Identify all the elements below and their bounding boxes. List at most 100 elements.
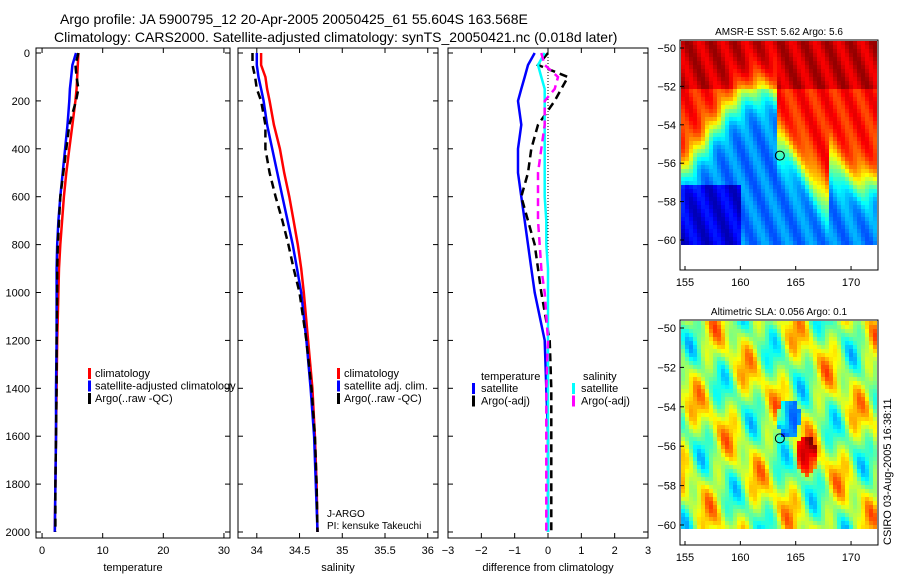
map-cell — [745, 397, 749, 401]
map-cell — [821, 321, 825, 325]
map-cell — [857, 205, 861, 209]
map-cell — [785, 137, 789, 141]
map-cell — [857, 449, 861, 453]
map-cell — [797, 145, 801, 149]
map-cell — [793, 101, 797, 105]
map-cell — [817, 217, 821, 221]
map-cell — [729, 69, 733, 73]
legend-swatch — [88, 380, 91, 392]
map-cell — [861, 49, 865, 53]
map-cell — [841, 481, 845, 485]
map-cell — [753, 125, 757, 129]
map-cell — [761, 353, 765, 357]
map-cell — [813, 161, 817, 165]
map-cell — [817, 57, 821, 61]
map-cell — [681, 117, 685, 121]
map-cell — [833, 353, 837, 357]
map-cell — [733, 125, 737, 129]
map-cell — [725, 61, 729, 65]
map-cell — [681, 105, 685, 109]
map-cell — [737, 93, 741, 97]
map-cell — [749, 97, 753, 101]
map-cell — [797, 69, 801, 73]
map-cell — [873, 413, 877, 417]
map-cell — [701, 129, 705, 133]
map-cell — [773, 109, 777, 113]
map-cell — [697, 181, 701, 185]
map-cell — [801, 65, 805, 69]
map-cell — [869, 413, 873, 417]
map-cell — [857, 397, 861, 401]
map-cell — [769, 401, 773, 405]
map-cell — [773, 329, 777, 333]
map-cell — [841, 413, 845, 417]
map-cell — [781, 145, 785, 149]
map-cell — [697, 173, 701, 177]
map-cell — [857, 453, 861, 457]
map-cell — [861, 45, 865, 49]
map-cell — [789, 345, 793, 349]
map-cell — [837, 205, 841, 209]
map-cell — [825, 89, 829, 93]
map-cell — [809, 425, 813, 429]
map-cell — [777, 233, 781, 237]
map-cell — [793, 61, 797, 65]
map-cell — [685, 197, 689, 201]
map-cell — [853, 449, 857, 453]
map-cell — [781, 221, 785, 225]
map-cell — [829, 357, 833, 361]
map-cell — [753, 457, 757, 461]
map-cell — [781, 149, 785, 153]
map-cell — [845, 453, 849, 457]
map-cell — [841, 361, 845, 365]
map-cell — [777, 385, 781, 389]
map-cell — [817, 417, 821, 421]
map-cell — [681, 53, 685, 57]
map-cell — [825, 173, 829, 177]
map-cell — [701, 361, 705, 365]
map-cell — [741, 421, 745, 425]
map-cell — [745, 349, 749, 353]
map-cell — [805, 429, 809, 433]
map-cell — [761, 173, 765, 177]
map-cell — [841, 341, 845, 345]
map-cell — [737, 361, 741, 365]
map-cell — [693, 373, 697, 377]
map-cell — [825, 241, 829, 245]
map-cell — [805, 209, 809, 213]
map-cell — [809, 321, 813, 325]
map-cell — [753, 349, 757, 353]
map-cell — [713, 65, 717, 69]
map-cell — [725, 429, 729, 433]
map-cell — [873, 405, 877, 409]
map-cell — [681, 197, 685, 201]
map-cell — [737, 389, 741, 393]
map-cell — [793, 393, 797, 397]
map-cell — [685, 157, 689, 161]
map-cell — [849, 345, 853, 349]
map-cell — [721, 189, 725, 193]
map-cell — [785, 417, 789, 421]
map-cell — [721, 385, 725, 389]
map-cell — [737, 469, 741, 473]
map-cell — [765, 321, 769, 325]
map-cell — [817, 85, 821, 89]
map-cell — [785, 77, 789, 81]
map-cell — [845, 409, 849, 413]
map-cell — [721, 449, 725, 453]
map-cell — [697, 489, 701, 493]
map-cell — [857, 385, 861, 389]
map-cell — [821, 497, 825, 501]
map-cell — [685, 421, 689, 425]
map-cell — [813, 497, 817, 501]
map-cell — [781, 381, 785, 385]
map-cell — [689, 489, 693, 493]
map-cell — [761, 401, 765, 405]
map-cell — [805, 133, 809, 137]
map-cell — [765, 237, 769, 241]
map-cell — [685, 169, 689, 173]
map-cell — [761, 473, 765, 477]
map-cell — [749, 81, 753, 85]
map-cell — [813, 489, 817, 493]
map-cell — [705, 149, 709, 153]
